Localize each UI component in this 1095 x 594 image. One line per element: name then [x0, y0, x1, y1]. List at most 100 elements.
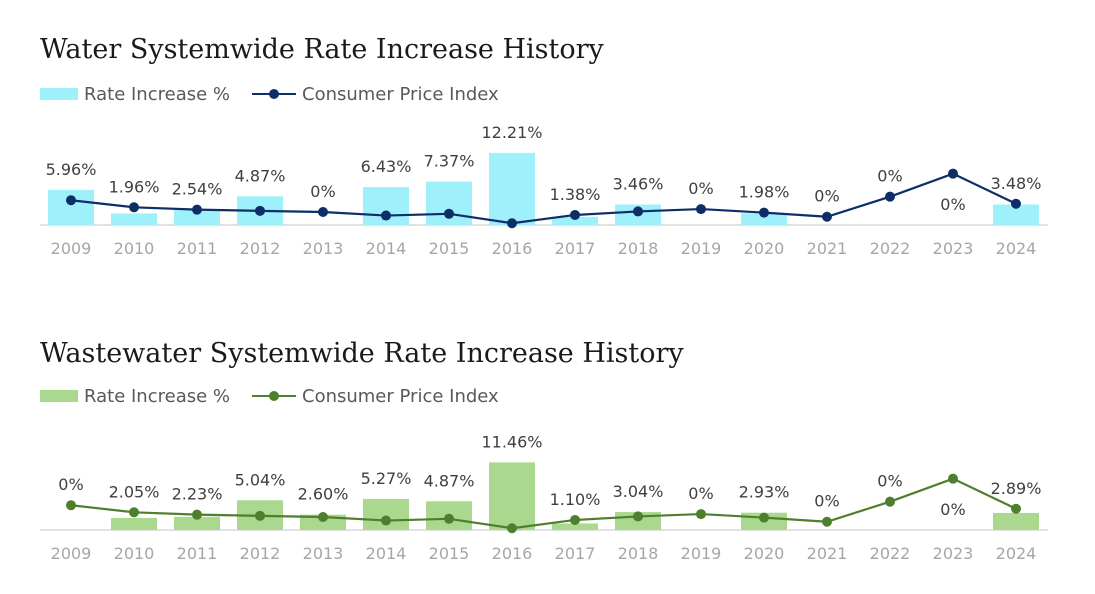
wastewater-cpi-point-2013	[318, 512, 328, 523]
wastewater-x-tick-2024: 2024	[996, 544, 1037, 563]
water-x-tick-2014: 2014	[366, 239, 407, 258]
wastewater-cpi-point-2014	[381, 515, 391, 526]
water-data-label-2010: 1.96%	[109, 177, 160, 196]
water-cpi-point-2021	[822, 211, 832, 222]
water-bar-2011	[174, 210, 220, 225]
water-data-label-2016: 12.21%	[481, 123, 542, 142]
wastewater-data-label-2024: 2.89%	[991, 479, 1042, 498]
wastewater-data-label-2018: 3.04%	[613, 482, 664, 501]
water-legend: Rate Increase % Consumer Price Index	[40, 82, 499, 106]
water-data-label-2009: 5.96%	[46, 160, 97, 179]
wastewater-x-tick-2023: 2023	[933, 544, 974, 563]
wastewater-cpi-line	[70, 477, 1017, 530]
water-cpi-point-2009	[66, 195, 76, 206]
wastewater-data-label-2021: 0%	[814, 492, 839, 511]
water-cpi-point-2016	[507, 218, 517, 229]
water-x-tick-2024: 2024	[996, 239, 1037, 258]
water-x-tick-2013: 2013	[303, 239, 344, 258]
water-cpi-point-2018	[633, 206, 643, 217]
wastewater-chart-panel: Wastewater Systemwide Rate Increase Hist…	[0, 305, 1095, 594]
wastewater-x-tick-2013: 2013	[303, 544, 344, 563]
wastewater-x-tick-2011: 2011	[177, 544, 218, 563]
water-x-tick-2011: 2011	[177, 239, 218, 258]
wastewater-x-tick-2016: 2016	[492, 544, 533, 563]
wastewater-cpi-point-2022	[885, 496, 895, 507]
wastewater-legend-bar-swatch	[40, 390, 78, 402]
water-data-label-2012: 4.87%	[235, 166, 286, 185]
water-data-label-2022: 0%	[877, 167, 902, 186]
wastewater-legend: Rate Increase % Consumer Price Index	[40, 384, 499, 408]
water-x-tick-2009: 2009	[51, 239, 92, 258]
water-x-tick-2021: 2021	[807, 239, 848, 258]
wastewater-bar-2011	[174, 516, 220, 530]
wastewater-data-label-2019: 0%	[688, 484, 713, 503]
water-data-label-2013: 0%	[310, 182, 335, 201]
wastewater-chart-title: Wastewater Systemwide Rate Increase Hist…	[40, 338, 684, 369]
wastewater-x-tick-2015: 2015	[429, 544, 470, 563]
water-x-tick-2019: 2019	[681, 239, 722, 258]
water-data-label-2011: 2.54%	[172, 180, 223, 199]
wastewater-cpi-point-2019	[696, 509, 706, 520]
wastewater-data-label-2014: 5.27%	[361, 469, 412, 488]
wastewater-cpi-point-2010	[129, 507, 139, 518]
water-cpi-point-2014	[381, 210, 391, 221]
wastewater-cpi-point-2021	[822, 516, 832, 527]
wastewater-data-label-2022: 0%	[877, 472, 902, 491]
water-x-tick-2015: 2015	[429, 239, 470, 258]
wastewater-cpi-point-2009	[66, 500, 76, 511]
water-bar-2017	[552, 216, 598, 225]
wastewater-cpi-point-2020	[759, 512, 769, 523]
wastewater-data-label-2013: 2.60%	[298, 485, 349, 504]
water-data-label-2019: 0%	[688, 179, 713, 198]
water-x-tick-2010: 2010	[114, 239, 155, 258]
water-legend-bar-label: Rate Increase %	[84, 83, 230, 105]
water-cpi-point-2017	[570, 209, 580, 220]
water-chart-plot: 5.96% 1.96% 2.54% 4.87% 0% 6.43% 7.37% 12.21% 1.…	[40, 123, 1048, 258]
water-x-tick-2017: 2017	[555, 239, 596, 258]
water-cpi-point-2024	[1011, 198, 1021, 209]
water-chart-panel: Water Systemwide Rate Increase History R…	[40, 34, 1048, 258]
water-bar-2010	[111, 213, 157, 225]
wastewater-data-label-2011: 2.23%	[172, 485, 223, 504]
water-x-tick-2012: 2012	[240, 239, 281, 258]
wastewater-cpi-point-2011	[192, 509, 202, 520]
wastewater-cpi-point-2015	[444, 513, 454, 524]
water-cpi-line	[70, 172, 1017, 225]
wastewater-data-label-2023: 0%	[940, 500, 965, 519]
wastewater-data-label-2020: 2.93%	[739, 483, 790, 502]
water-cpi-point-2010	[129, 202, 139, 213]
wastewater-data-label-2009: 0%	[58, 475, 83, 494]
water-cpi-point-2012	[255, 205, 265, 216]
wastewater-bar-2024	[993, 512, 1039, 530]
wastewater-data-label-2012: 5.04%	[235, 470, 286, 489]
wastewater-x-tick-2019: 2019	[681, 544, 722, 563]
wastewater-x-tick-2012: 2012	[240, 544, 281, 563]
water-data-label-2021: 0%	[814, 187, 839, 206]
wastewater-bar-2017	[552, 523, 598, 530]
water-x-tick-2016: 2016	[492, 239, 533, 258]
wastewater-cpi-point-2017	[570, 514, 580, 525]
water-legend-line-swatch	[252, 88, 296, 100]
water-bar-2016	[489, 152, 535, 225]
wastewater-legend-line-label: Consumer Price Index	[302, 385, 499, 407]
water-chart-title: Water Systemwide Rate Increase History	[40, 34, 604, 65]
wastewater-cpi-point-2023	[948, 473, 958, 484]
wastewater-legend-bar-label: Rate Increase %	[84, 385, 230, 407]
water-bar-2009	[48, 189, 94, 225]
water-data-label-2020: 1.98%	[739, 183, 790, 202]
water-x-tick-2022: 2022	[870, 239, 911, 258]
water-cpi-point-2015	[444, 208, 454, 219]
water-cpi-point-2022	[885, 191, 895, 202]
wastewater-data-label-2010: 2.05%	[109, 482, 160, 501]
water-bar-2024	[993, 204, 1039, 225]
water-data-label-2024: 3.48%	[991, 174, 1042, 193]
water-data-label-2015: 7.37%	[424, 152, 475, 171]
wastewater-x-tick-2017: 2017	[555, 544, 596, 563]
water-cpi-point-2023	[948, 168, 958, 179]
water-bar-2020	[741, 213, 787, 225]
wastewater-data-label-2017: 1.10%	[550, 490, 601, 509]
wastewater-cpi-point-2018	[633, 511, 643, 522]
water-cpi-point-2011	[192, 204, 202, 215]
wastewater-bar-2010	[111, 517, 157, 530]
wastewater-data-label-2015: 4.87%	[424, 471, 475, 490]
